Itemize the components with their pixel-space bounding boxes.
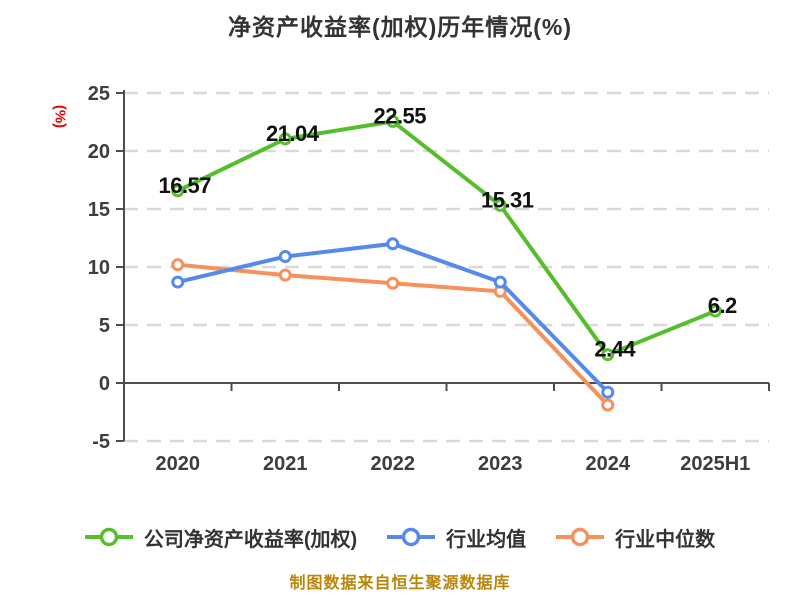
data-point-marker[interactable] xyxy=(493,198,507,212)
legend-item-industry-median[interactable]: 行业中位数 xyxy=(556,523,715,552)
value-label: 22.55 xyxy=(373,103,426,128)
x-axis-tick-label: 2020 xyxy=(156,453,201,475)
data-point-marker[interactable] xyxy=(278,132,292,146)
data-point-marker[interactable] xyxy=(601,348,615,362)
legend-label-industry-median: 行业中位数 xyxy=(615,528,716,551)
value-label: 6.2 xyxy=(708,293,737,318)
chart-title: 净资产收益率(加权)历年情况(%) xyxy=(227,14,573,40)
x-axis-tick-label: 2021 xyxy=(263,453,308,475)
x-axis-tick-label: 2025H1 xyxy=(680,453,750,475)
x-axis-tick-label: 2022 xyxy=(371,453,416,475)
y-axis-tick-label: -5 xyxy=(92,431,110,453)
y-axis-tick-label: 5 xyxy=(99,315,110,337)
data-point-marker[interactable] xyxy=(386,276,400,290)
data-point-marker[interactable] xyxy=(493,275,507,289)
y-axis-tick-label: 20 xyxy=(88,141,110,163)
legend-label-industry-avg: 行业均值 xyxy=(446,528,527,551)
data-point-marker[interactable] xyxy=(601,398,615,412)
legend-marker-icon xyxy=(84,527,133,547)
data-point-marker[interactable] xyxy=(601,385,615,399)
data-point-marker[interactable] xyxy=(171,184,185,198)
x-axis-tick-label: 2024 xyxy=(586,453,631,475)
legend-item-company[interactable]: 公司净资产收益率(加权) xyxy=(84,523,358,552)
data-point-marker[interactable] xyxy=(171,275,185,289)
series-line-0 xyxy=(175,119,718,357)
value-label: 16.57 xyxy=(158,173,211,198)
value-label: 2.44 xyxy=(594,337,636,362)
value-label: 15.31 xyxy=(481,187,534,212)
data-source-note: 制图数据来自恒生聚源数据库 xyxy=(289,575,511,592)
y-axis-tick-label: 0 xyxy=(99,373,110,395)
y-axis-tick-label: 10 xyxy=(88,257,110,279)
data-point-marker[interactable] xyxy=(386,237,400,251)
legend-marker-icon xyxy=(556,527,605,547)
data-point-marker[interactable] xyxy=(278,268,292,282)
data-point-marker[interactable] xyxy=(386,114,400,128)
data-point-marker[interactable] xyxy=(171,258,185,272)
value-label: 21.04 xyxy=(266,121,320,146)
x-axis-tick-label: 2023 xyxy=(478,453,523,475)
y-axis-tick-label: 15 xyxy=(88,199,110,221)
legend-label-company: 公司净资产收益率(加权) xyxy=(143,528,358,551)
chart-legend: 公司净资产收益率(加权) 行业均值 行业中位数 xyxy=(0,516,800,558)
legend-marker-icon xyxy=(387,527,436,547)
legend-item-industry-avg[interactable]: 行业均值 xyxy=(387,523,526,552)
data-point-marker[interactable] xyxy=(708,304,722,318)
y-axis-tick-label: 25 xyxy=(88,83,110,105)
data-point-marker[interactable] xyxy=(278,250,292,264)
